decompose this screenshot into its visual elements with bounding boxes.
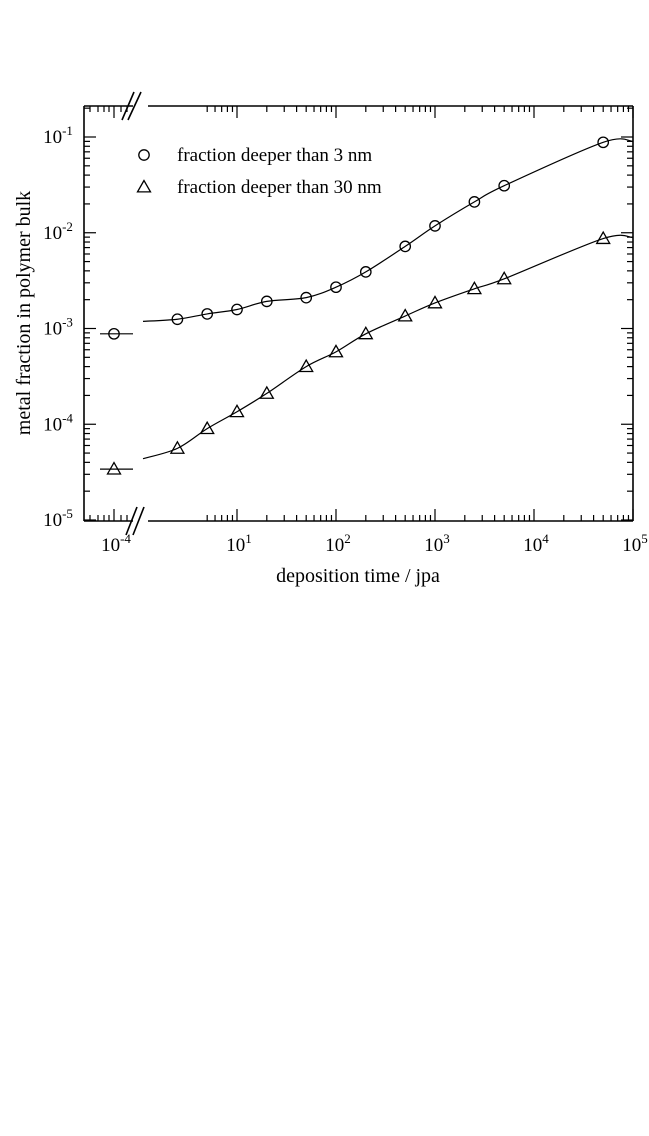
legend: fraction deeper than 3 nm fraction deeper… bbox=[136, 145, 382, 198]
data-point-triangle bbox=[358, 326, 374, 340]
data-point-circle bbox=[359, 266, 372, 278]
data-point-triangle bbox=[106, 461, 122, 475]
y-tick-label: 10-1 bbox=[43, 123, 73, 148]
data-point-triangle bbox=[328, 344, 344, 358]
chart-svg: 10-110-210-310-410-510-4 101 102 103 104 105 … bbox=[13, 91, 648, 587]
data-point-triangle bbox=[199, 420, 215, 435]
data-point-circle bbox=[498, 179, 511, 192]
legend-label: fraction deeper than 30 nm bbox=[177, 177, 382, 198]
data-point-triangle bbox=[397, 308, 413, 322]
data-point-triangle bbox=[595, 230, 611, 245]
x-axis-label: deposition time / jpa bbox=[276, 565, 440, 587]
data-point-circle bbox=[260, 295, 273, 308]
axis-break-mark bbox=[127, 91, 142, 121]
legend-marker-triangle bbox=[136, 179, 152, 193]
fit-curve bbox=[142, 138, 634, 322]
y-tick-label: 10-5 bbox=[43, 506, 73, 531]
data-point-circle bbox=[300, 291, 313, 304]
data-point-triangle bbox=[427, 295, 443, 309]
data-point-triangle bbox=[259, 385, 275, 399]
data-points bbox=[106, 136, 611, 475]
data-point-circle bbox=[468, 196, 481, 208]
data-point-triangle bbox=[496, 271, 512, 285]
data-point-circle bbox=[399, 240, 412, 253]
y-axis-label: metal fraction in polymer bulk bbox=[13, 191, 35, 435]
data-point-triangle bbox=[229, 403, 245, 418]
data-point-circle bbox=[201, 308, 214, 320]
data-point-circle bbox=[597, 136, 610, 149]
tick-marks bbox=[84, 106, 634, 521]
data-point-circle bbox=[231, 303, 243, 316]
fit-curve bbox=[142, 234, 634, 460]
data-point-triangle bbox=[466, 280, 483, 295]
x-tick-label: 104 bbox=[523, 531, 549, 556]
x-tick-label: 102 bbox=[325, 531, 351, 556]
x-tick-label: 103 bbox=[424, 531, 450, 556]
y-tick-label: 10-4 bbox=[43, 410, 73, 435]
x-tick-label: 101 bbox=[226, 531, 252, 556]
tick-labels: 10-1 10-2 10-3 10-4 10-5 10-4 101 102 103 104 105 bbox=[43, 123, 648, 556]
chart: 10-1 10-2 10-3 10-4 10-5 10-4 101 102 103 104 105 … bbox=[13, 91, 648, 587]
data-point-circle bbox=[171, 313, 184, 326]
y-tick-label: 10-3 bbox=[43, 315, 73, 340]
data-point-triangle bbox=[169, 440, 186, 454]
data-point-circle bbox=[108, 327, 120, 340]
y-tick-label: 10-2 bbox=[43, 219, 73, 244]
legend-label: fraction deeper than 3 nm bbox=[177, 145, 372, 166]
axis-break-mark bbox=[125, 506, 138, 536]
fit-curves bbox=[100, 138, 634, 470]
axis-break-mark bbox=[132, 506, 145, 536]
data-point-circle bbox=[429, 220, 441, 232]
data-point-triangle bbox=[298, 358, 314, 373]
axis-break-mark bbox=[121, 91, 135, 121]
x-tick-label: 10-4 bbox=[101, 531, 131, 556]
data-point-circle bbox=[330, 281, 342, 294]
x-tick-label: 105 bbox=[622, 531, 648, 556]
legend-marker-circle bbox=[138, 149, 150, 161]
